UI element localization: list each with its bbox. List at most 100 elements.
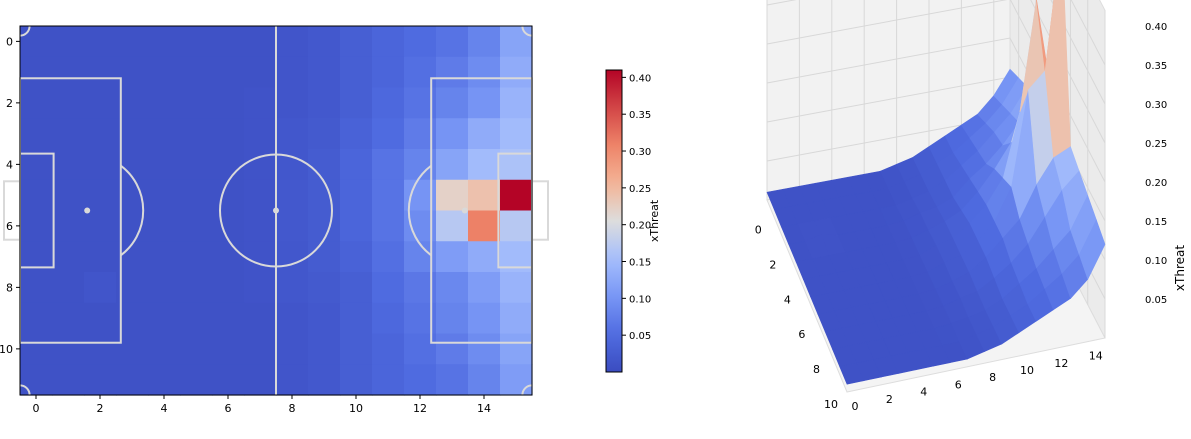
heatmap-cell: [20, 118, 53, 150]
surface-z-tick-label: 0.15: [1145, 217, 1167, 228]
heatmap-cell: [276, 302, 309, 335]
surface-z-tick-label: 0.30: [1145, 100, 1167, 111]
heatmap-cell: [308, 272, 341, 304]
surface-z-label: xThreat: [1173, 245, 1187, 291]
heatmap-cell: [436, 179, 469, 212]
heatmap-cell: [244, 333, 277, 365]
heatmap-cell: [52, 87, 85, 119]
x-tick-label: 4: [161, 402, 168, 415]
heatmap-cell: [436, 56, 469, 89]
colorbar-tick-label: 0.05: [629, 331, 651, 342]
heatmap-cell: [20, 302, 53, 335]
heatmap-cell: [340, 179, 373, 212]
heatmap-cell: [340, 364, 373, 396]
heatmap-cell: [436, 87, 469, 119]
heatmap-cell: [52, 210, 85, 242]
colorbar-tick-label: 0.15: [629, 258, 651, 269]
heatmap-cell: [212, 118, 245, 150]
heatmap-cell: [308, 26, 341, 58]
heatmap-cell: [340, 241, 373, 273]
heatmap-cell: [468, 210, 501, 242]
x-tick-label: 2: [97, 402, 104, 415]
colorbar-gradient: [605, 69, 623, 373]
heatmap-cell: [340, 26, 373, 58]
heatmap-cell: [148, 364, 181, 396]
z-gridline: [1050, 0, 1106, 105]
y-tick-label: 10: [0, 343, 13, 356]
heatmap-cell: [308, 179, 341, 212]
colorbar-tick-label: 0.40: [629, 73, 651, 84]
heatmap-cell: [500, 272, 533, 304]
heatmap-cell: [84, 272, 117, 304]
heatmap-cell: [212, 179, 245, 212]
z-gridline: [766, 0, 1106, 183]
heatmap-cell: [436, 333, 469, 365]
heatmap-cell: [84, 179, 117, 212]
heatmap-cell: [84, 333, 117, 365]
surface-face: [1078, 219, 1106, 280]
surface-y-tick-label: 4: [784, 293, 791, 306]
corner-arc: [19, 384, 31, 396]
heatmap-cell: [180, 364, 213, 396]
heatmap-y-axis: 0 2 4 6 8 10: [0, 35, 20, 356]
heatmap-cell: [20, 26, 53, 58]
heatmap-cell: [148, 56, 181, 89]
heatmap-cell: [308, 210, 341, 242]
heatmap-cell: [500, 364, 533, 396]
surface-z-tick-label: 0.35: [1145, 61, 1167, 72]
heatmap-cell: [500, 179, 533, 212]
heatmap-cell: [52, 26, 85, 58]
heatmap-cell: [340, 118, 373, 150]
heatmap-cell: [84, 26, 117, 58]
heatmap-cell: [436, 118, 469, 150]
heatmap-cell: [276, 87, 309, 119]
heatmap-chart: 0 2 4 6 8 10 12 14 0 2 4 6 8 10: [0, 25, 549, 415]
surface-z-tick-label: 0.40: [1145, 22, 1167, 33]
heatmap-cell: [52, 56, 85, 89]
y-tick-label: 0: [6, 35, 13, 48]
heatmap-cell: [84, 118, 117, 150]
colorbar-tick-label: 0.20: [629, 221, 651, 232]
right-goal: [531, 180, 549, 241]
heatmap-cell: [276, 333, 309, 365]
z-gridline: [1070, 0, 1106, 66]
heatmap-cell: [276, 241, 309, 273]
heatmap-cell: [308, 118, 341, 150]
surface-z-tick-label: 0.05: [1145, 295, 1167, 306]
x-tick-label: 14: [477, 402, 491, 415]
heatmap-cell: [148, 241, 181, 273]
heatmap-cell: [468, 302, 501, 335]
centre-spot: [273, 207, 279, 214]
heatmap-cell: [84, 149, 117, 181]
heatmap-cell: [148, 302, 181, 335]
heatmap-cell: [244, 118, 277, 150]
heatmap-cell: [180, 179, 213, 212]
colorbar-tick-label: 0.30: [629, 147, 651, 158]
left-penalty-spot: [84, 207, 91, 214]
heatmap-cell: [148, 210, 181, 242]
heatmap-cells: [20, 26, 533, 396]
heatmap-cell: [148, 26, 181, 58]
heatmap-cell: [372, 272, 405, 304]
heatmap-cell: [340, 210, 373, 242]
heatmap-cell: [340, 56, 373, 89]
heatmap-cell: [372, 87, 405, 119]
colorbar-tick-label: 0.25: [629, 184, 651, 195]
heatmap-cell: [436, 210, 469, 242]
heatmap-cell: [20, 56, 53, 89]
heatmap-cell: [212, 241, 245, 273]
heatmap-cell: [180, 56, 213, 89]
heatmap-cell: [52, 302, 85, 335]
heatmap-cell: [436, 26, 469, 58]
right-penalty-arc: [407, 164, 432, 257]
x-tick-label: 6: [225, 402, 232, 415]
heatmap-cell: [468, 26, 501, 58]
heatmap-cell: [372, 149, 405, 181]
heatmap-cell: [212, 272, 245, 304]
heatmap-cell: [20, 210, 53, 242]
heatmap-cell: [84, 302, 117, 335]
heatmap-cell: [244, 302, 277, 335]
heatmap-cell: [276, 210, 309, 242]
heatmap-cell: [212, 87, 245, 119]
